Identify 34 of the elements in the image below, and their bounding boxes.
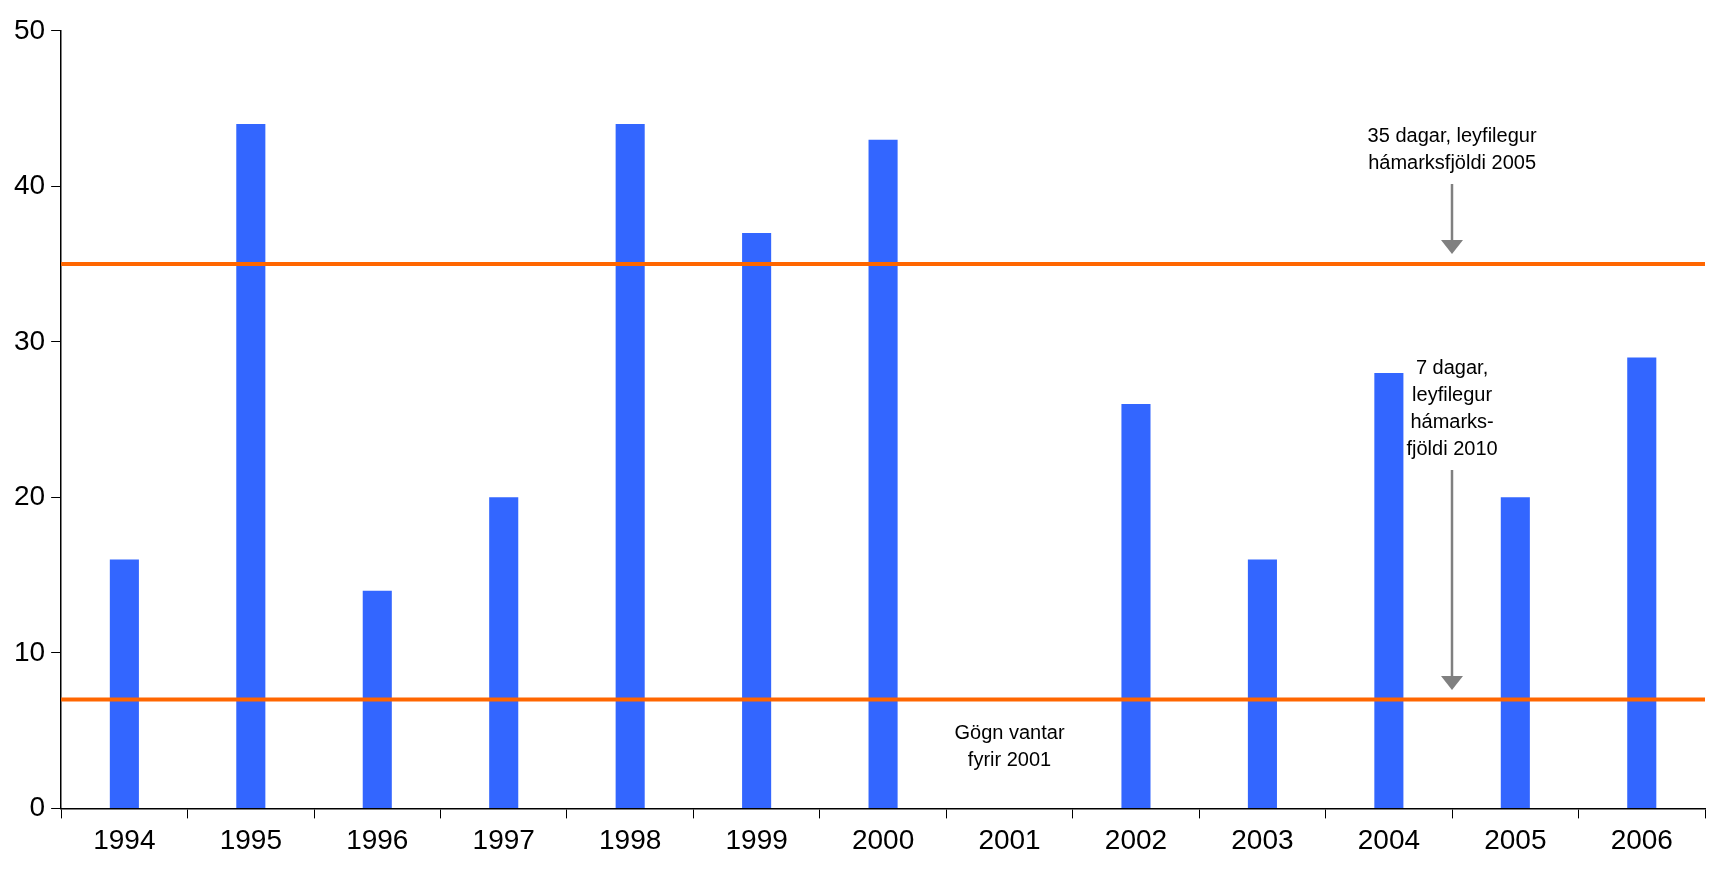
- x-tick-label: 2000: [851, 823, 915, 855]
- bar: [1374, 372, 1404, 808]
- bar: [1121, 404, 1151, 808]
- y-tick-label: 50: [13, 13, 46, 45]
- annotation: 35 dagar, leyfilegur hámarksfjöldi 2005: [1367, 123, 1537, 176]
- x-tick-label: 2003: [1231, 823, 1294, 855]
- bar: [489, 497, 519, 808]
- annotation: 7 dagar, leyfilegur hámarks- fjöldi 2010: [1406, 354, 1498, 461]
- x-tick-label: 1999: [725, 823, 788, 855]
- x-tick-label: 2002: [1104, 823, 1168, 855]
- x-tick-label: 1994: [93, 823, 156, 855]
- x-tick-label: 2005: [1484, 823, 1547, 855]
- annotation: Gögn vantar fyrir 2001: [954, 720, 1065, 773]
- y-tick-label: 30: [13, 324, 46, 356]
- bar: [362, 590, 392, 808]
- bar: [1247, 559, 1277, 808]
- x-tick-label: 1998: [599, 823, 662, 855]
- bar: [868, 139, 898, 808]
- bar: [109, 559, 139, 808]
- y-tick-label: 20: [13, 480, 46, 512]
- x-tick-label: 2001: [978, 823, 1041, 855]
- bar: [1500, 497, 1530, 808]
- bar: [1627, 357, 1657, 808]
- y-tick-label: 10: [13, 635, 46, 667]
- bar: [236, 124, 266, 808]
- x-tick-label: 2006: [1610, 823, 1673, 855]
- y-tick-label: 0: [29, 791, 46, 823]
- x-tick-label: 2004: [1357, 823, 1421, 855]
- bar: [615, 124, 645, 808]
- y-tick-label: 40: [13, 169, 46, 201]
- x-tick-label: 1995: [219, 823, 282, 855]
- bar: [742, 232, 772, 808]
- x-tick-label: 1997: [472, 823, 535, 855]
- x-tick-label: 1996: [346, 823, 409, 855]
